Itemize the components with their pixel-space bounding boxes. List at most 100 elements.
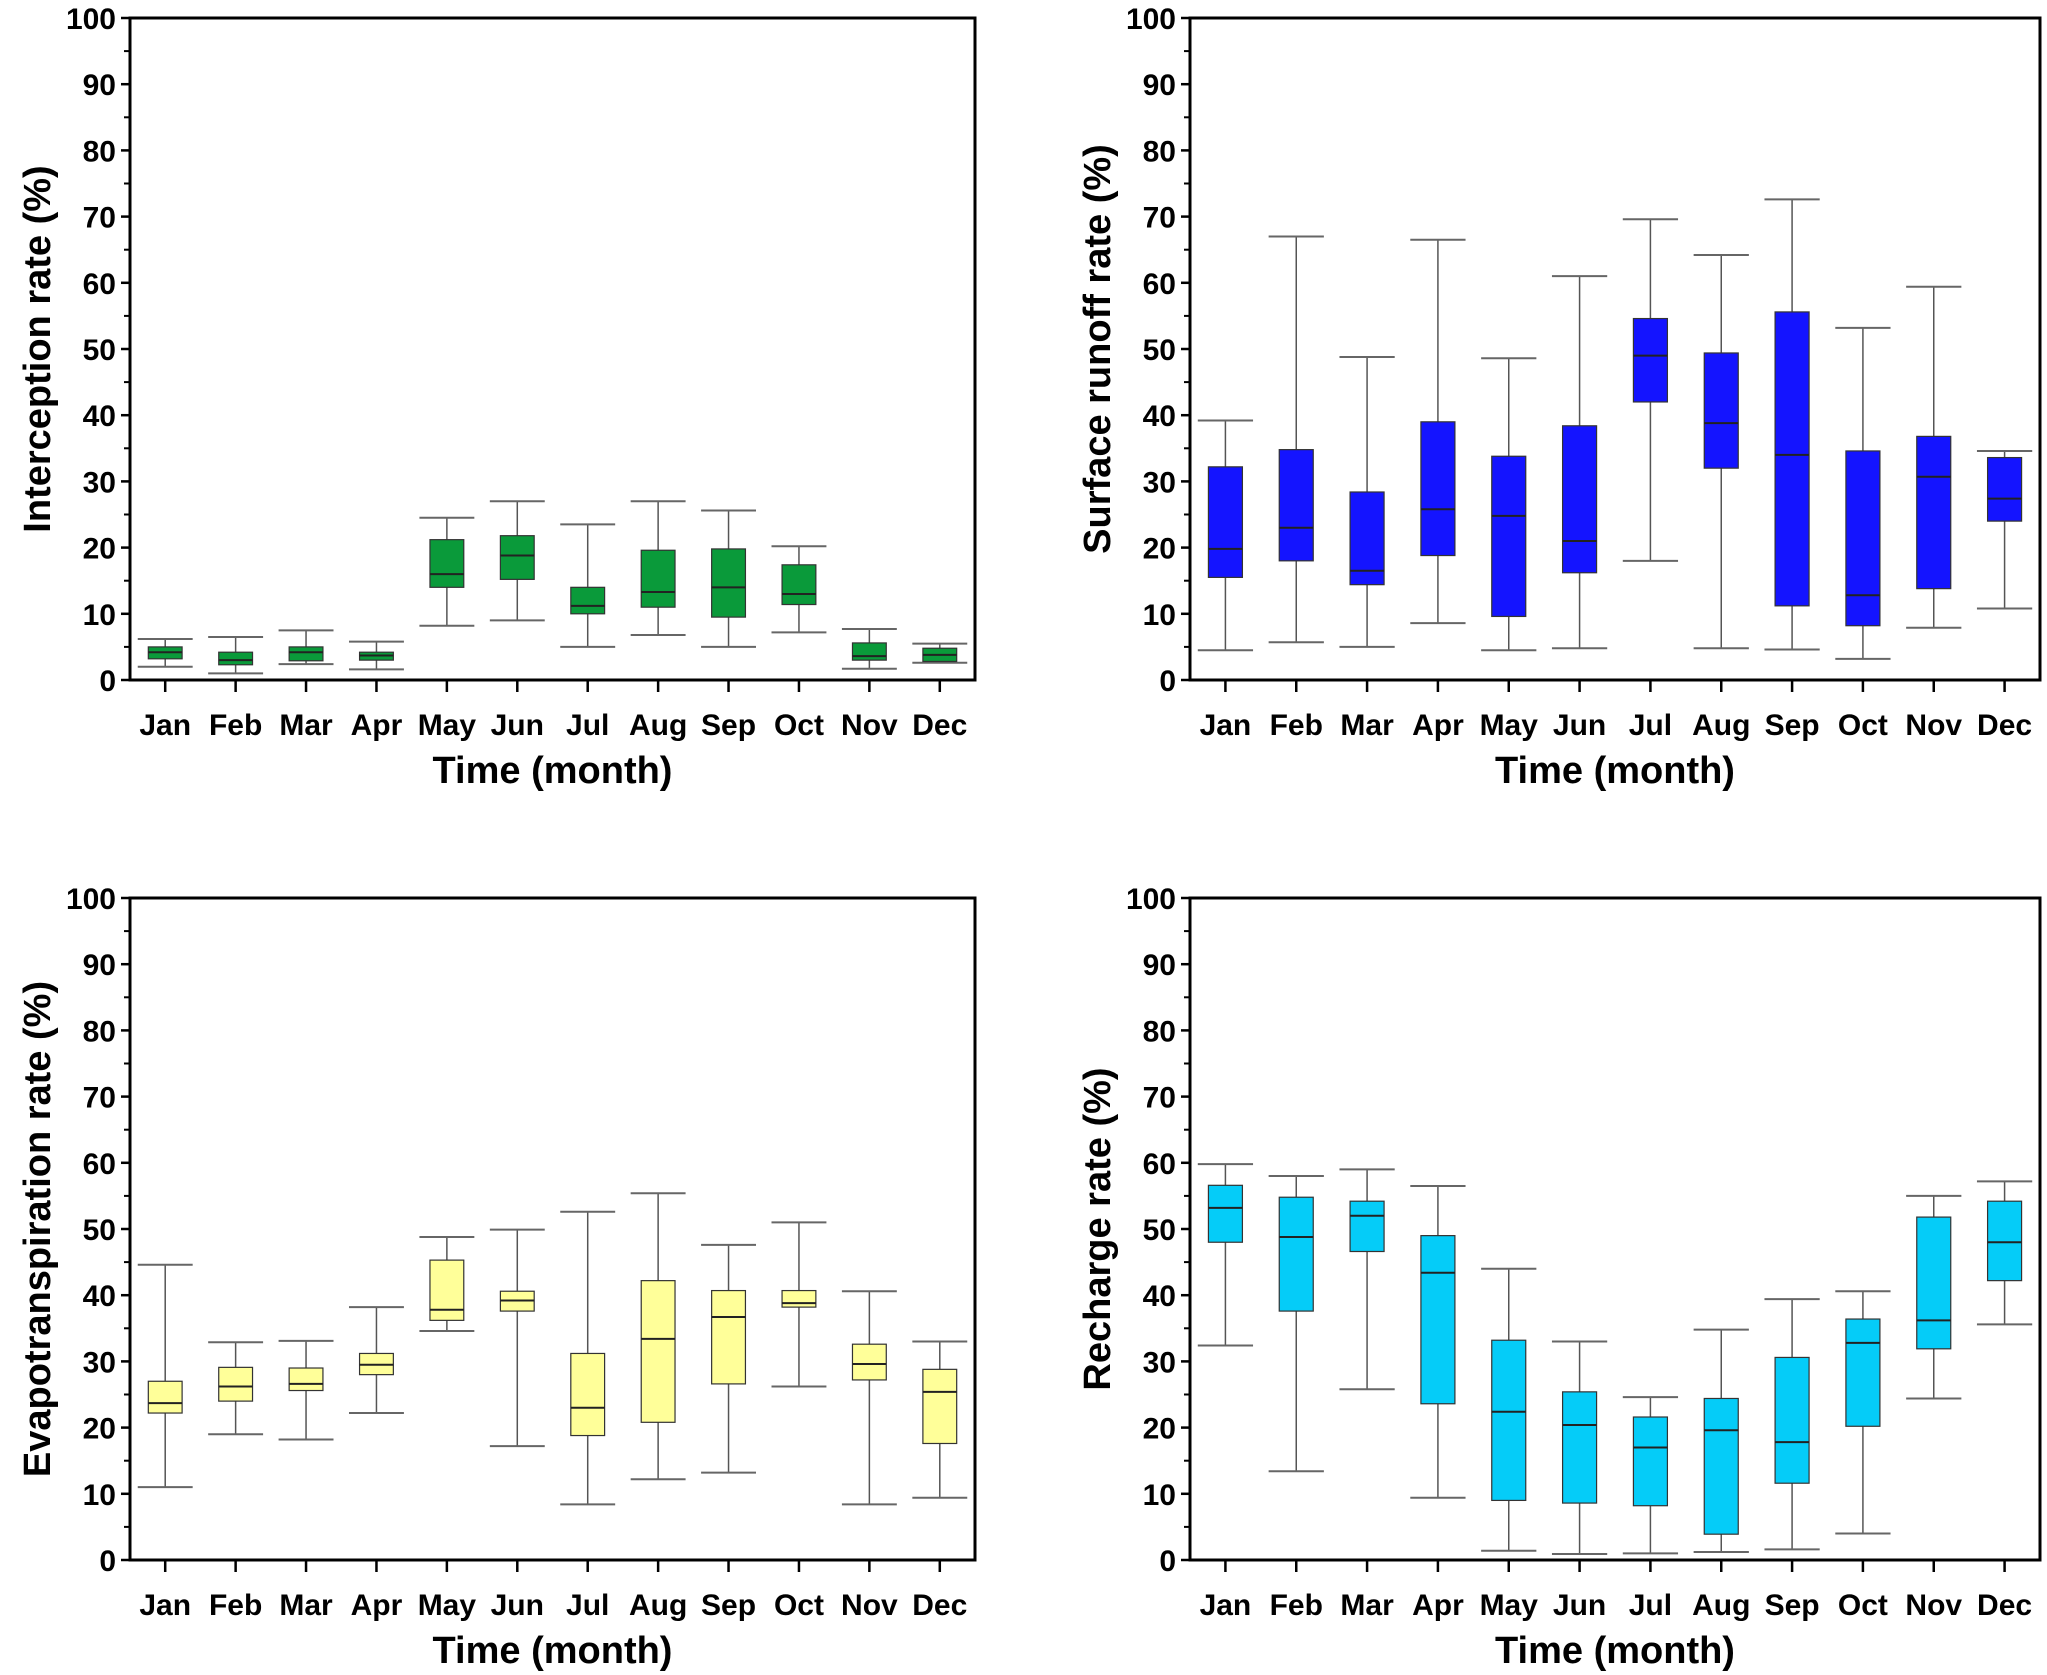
iqr-box bbox=[1420, 1235, 1456, 1405]
box-apr bbox=[1410, 1184, 1466, 1499]
y-tick-label: 100 bbox=[1126, 883, 1176, 916]
iqr-box bbox=[1278, 1196, 1314, 1312]
x-tick-label: Jan bbox=[1200, 1589, 1252, 1622]
y-tick-label: 50 bbox=[1143, 334, 1176, 367]
box-dec bbox=[1976, 449, 2033, 610]
box-oct bbox=[1835, 1290, 1891, 1535]
iqr-box bbox=[218, 1366, 254, 1402]
chart-panel-evapotranspiration: 0 10 20 30 40 50 60 70 80 90 100 Evapotranspiration… bbox=[17, 883, 977, 1672]
box-jan bbox=[137, 637, 193, 668]
x-tick-label: Dec bbox=[912, 1589, 967, 1622]
iqr-box bbox=[640, 1280, 676, 1423]
iqr-box bbox=[570, 1352, 606, 1437]
x-tick-label: Aug bbox=[629, 709, 687, 742]
x-tick-label: Feb bbox=[1270, 1589, 1323, 1622]
y-tick-label: 50 bbox=[83, 1214, 116, 1247]
y-tick-label: 0 bbox=[1159, 665, 1176, 698]
box-feb bbox=[1268, 235, 1324, 644]
box-nov bbox=[841, 1290, 897, 1506]
box-jan bbox=[1197, 419, 1254, 652]
iqr-box bbox=[1491, 1339, 1527, 1502]
chart-panel-recharge: 0 10 20 30 40 50 60 70 80 90 100 Recharge rate (%) J… bbox=[1077, 883, 2042, 1672]
y-tick-label: 10 bbox=[1143, 1479, 1176, 1512]
x-tick-label: Mar bbox=[279, 1589, 333, 1622]
box-feb bbox=[208, 1341, 264, 1436]
y-tick-label: 40 bbox=[83, 1280, 116, 1313]
box-may bbox=[1481, 357, 1537, 652]
x-tick-label: Jan bbox=[1200, 709, 1252, 742]
x-tick-label: Feb bbox=[209, 1589, 262, 1622]
y-tick-label: 60 bbox=[1143, 268, 1176, 301]
box-mar bbox=[1339, 1168, 1395, 1391]
y-tick-label: 20 bbox=[1143, 1413, 1176, 1446]
iqr-box bbox=[781, 1289, 817, 1308]
y-tick-label: 30 bbox=[83, 1346, 116, 1379]
x-tick-label: Aug bbox=[1692, 709, 1750, 742]
iqr-box bbox=[1774, 1356, 1810, 1484]
box-aug bbox=[630, 1192, 686, 1481]
y-tick-label: 50 bbox=[83, 334, 116, 367]
iqr-box bbox=[1845, 450, 1881, 627]
y-tick-label: 60 bbox=[1143, 1148, 1176, 1181]
iqr-box bbox=[499, 535, 535, 580]
x-tick-label: May bbox=[1480, 1589, 1539, 1622]
y-tick-label: 30 bbox=[83, 466, 116, 499]
box-dec bbox=[1976, 1180, 2033, 1326]
x-tick-label: Apr bbox=[351, 1589, 403, 1622]
x-tick-label: Dec bbox=[1977, 1589, 2032, 1622]
box-mar bbox=[1339, 355, 1395, 648]
x-tick-label: Nov bbox=[841, 709, 898, 742]
iqr-box bbox=[1632, 317, 1669, 403]
y-axis-title: Recharge rate (%) bbox=[1077, 1067, 1119, 1390]
box-feb bbox=[1268, 1175, 1324, 1473]
x-tick-label: Oct bbox=[1838, 1589, 1888, 1622]
y-tick-label: 90 bbox=[1143, 69, 1176, 102]
y-axis-title: Surface runoff rate (%) bbox=[1077, 144, 1119, 554]
x-tick-label: Oct bbox=[774, 709, 824, 742]
y-tick-label: 100 bbox=[66, 883, 116, 916]
x-tick-label: Aug bbox=[1692, 1589, 1750, 1622]
x-tick-label: Apr bbox=[1412, 1589, 1464, 1622]
x-tick-label: Jul bbox=[1629, 709, 1672, 742]
y-tick-label: 20 bbox=[83, 533, 116, 566]
y-tick-label: 80 bbox=[1143, 135, 1176, 168]
x-axis-title: Time (month) bbox=[433, 1630, 673, 1672]
box-jun bbox=[1551, 275, 1608, 650]
y-tick-label: 90 bbox=[83, 949, 116, 982]
x-tick-label: Sep bbox=[701, 1589, 756, 1622]
x-tick-label: Nov bbox=[1905, 1589, 1962, 1622]
x-tick-label: Jun bbox=[1553, 1589, 1606, 1622]
x-tick-label: Aug bbox=[629, 1589, 687, 1622]
x-tick-label: Jan bbox=[139, 1589, 191, 1622]
y-tick-label: 20 bbox=[1143, 533, 1176, 566]
x-tick-label: Dec bbox=[912, 709, 967, 742]
box-oct bbox=[771, 1221, 827, 1388]
y-tick-label: 0 bbox=[99, 665, 116, 698]
box-jul bbox=[560, 1210, 616, 1506]
y-tick-label: 40 bbox=[83, 400, 116, 433]
chart-panel-surface-runoff: 0 10 20 30 40 50 60 70 80 90 100 Surface runoff rat… bbox=[1077, 3, 2042, 792]
x-tick-label: Feb bbox=[1270, 709, 1323, 742]
y-tick-label: 90 bbox=[1143, 949, 1176, 982]
iqr-box bbox=[147, 1380, 183, 1414]
box-jul bbox=[560, 523, 616, 648]
box-dec bbox=[912, 1340, 968, 1499]
y-tick-label: 40 bbox=[1143, 1280, 1176, 1313]
box-aug bbox=[1693, 1328, 1749, 1554]
box-sep bbox=[1764, 198, 1820, 651]
y-tick-label: 100 bbox=[66, 3, 116, 36]
iqr-box bbox=[1420, 421, 1456, 557]
iqr-box bbox=[1349, 491, 1385, 586]
x-tick-label: Jun bbox=[491, 709, 544, 742]
iqr-box bbox=[1207, 1184, 1244, 1243]
box-may bbox=[1481, 1267, 1537, 1552]
iqr-box bbox=[1632, 1416, 1669, 1507]
iqr-box bbox=[288, 646, 324, 662]
box-may bbox=[419, 1235, 475, 1332]
y-tick-label: 70 bbox=[83, 202, 116, 235]
iqr-box bbox=[288, 1367, 324, 1392]
x-axis-title: Time (month) bbox=[1495, 750, 1735, 792]
x-tick-label: Feb bbox=[209, 709, 262, 742]
iqr-box bbox=[218, 651, 254, 666]
y-tick-label: 70 bbox=[83, 1082, 116, 1115]
